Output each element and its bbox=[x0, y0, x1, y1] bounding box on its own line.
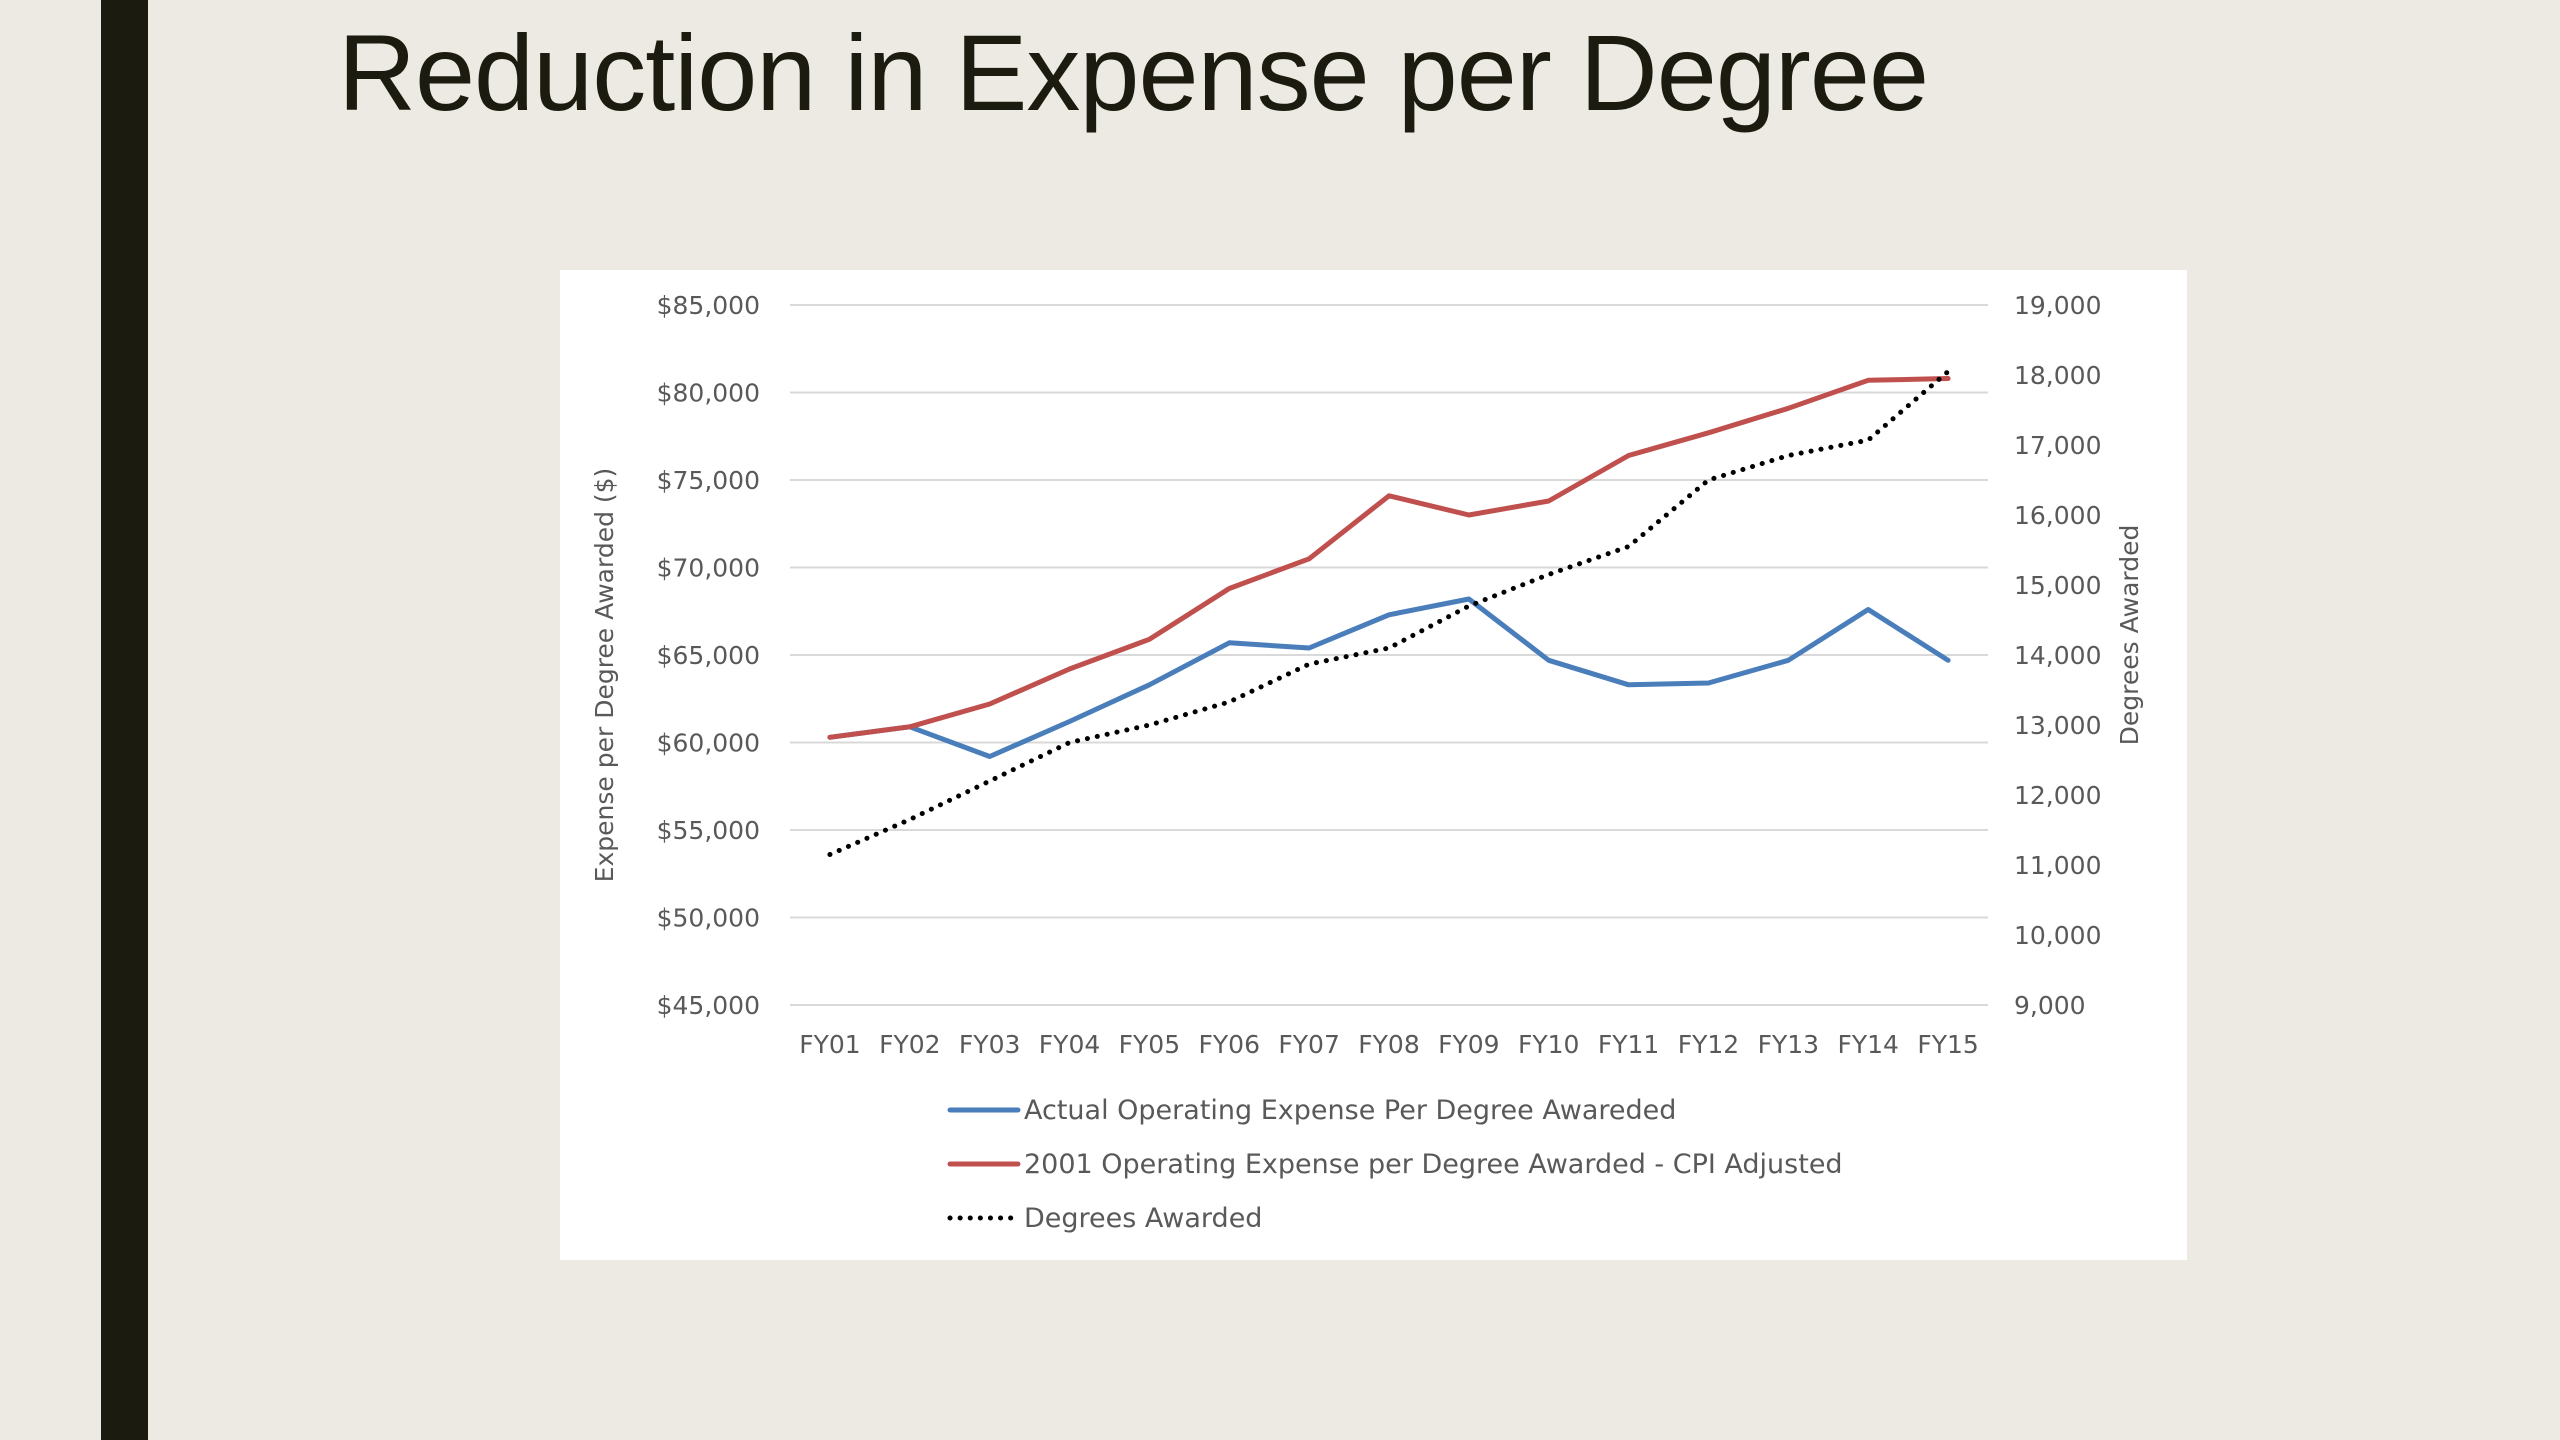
right-tick-label: 16,000 bbox=[2014, 501, 2101, 530]
x-tick-label: FY13 bbox=[1758, 1030, 1819, 1059]
gridlines bbox=[790, 304, 1988, 1006]
right-tick-label: 17,000 bbox=[2014, 431, 2101, 460]
x-tick-label: FY14 bbox=[1837, 1030, 1898, 1059]
slide-title: Reduction in Expense per Degree bbox=[338, 12, 1929, 133]
chart-panel: $45,000 $50,000 $55,000 $60,000 $65,000 $70,0… bbox=[560, 270, 2187, 1260]
legend-item-actual-label: Actual Operating Expense Per Degree Awar… bbox=[1024, 1095, 1676, 1126]
x-tick-label: FY05 bbox=[1119, 1030, 1180, 1059]
left-axis-title: Expense per Degree Awarded ($) bbox=[590, 468, 619, 883]
x-tick-label: FY01 bbox=[799, 1030, 860, 1059]
x-tick-label: FY11 bbox=[1598, 1030, 1659, 1059]
left-tick-label: $85,000 bbox=[657, 291, 760, 320]
right-tick-label: 11,000 bbox=[2014, 851, 2101, 880]
x-tick-label: FY15 bbox=[1917, 1030, 1978, 1059]
left-tick-label: $60,000 bbox=[657, 729, 760, 758]
right-tick-label: 10,000 bbox=[2014, 921, 2101, 950]
x-tick-label: FY10 bbox=[1518, 1030, 1579, 1059]
right-tick-label: 15,000 bbox=[2014, 571, 2101, 600]
x-axis-ticks: FY01 FY02 FY03 FY04 FY05 FY06 FY07 FY08 FY09 FY10… bbox=[799, 1030, 1979, 1059]
right-tick-label: 9,000 bbox=[2014, 991, 2086, 1020]
right-tick-label: 18,000 bbox=[2014, 361, 2101, 390]
x-tick-label: FY07 bbox=[1278, 1030, 1339, 1059]
right-tick-label: 14,000 bbox=[2014, 641, 2101, 670]
actual-expense-line bbox=[827, 596, 1951, 759]
x-tick-label: FY02 bbox=[879, 1030, 940, 1059]
x-tick-label: FY08 bbox=[1358, 1030, 1419, 1059]
x-tick-label: FY12 bbox=[1678, 1030, 1739, 1059]
accent-bar bbox=[101, 0, 148, 1440]
x-tick-label: FY09 bbox=[1438, 1030, 1499, 1059]
right-tick-label: 12,000 bbox=[2014, 781, 2101, 810]
right-axis-ticks: 9,000 10,000 11,000 12,000 13,000 14,000 15,00… bbox=[2014, 291, 2101, 1020]
right-axis-title: Degrees Awarded bbox=[2115, 525, 2144, 746]
legend-item-degrees-label: Degrees Awarded bbox=[1024, 1203, 1262, 1234]
degrees-awarded-line bbox=[827, 369, 1951, 857]
legend: Actual Operating Expense Per Degree Awar… bbox=[947, 1095, 1843, 1234]
left-axis-ticks: $45,000 $50,000 $55,000 $60,000 $65,000 $70,0… bbox=[657, 291, 760, 1020]
x-tick-label: FY06 bbox=[1199, 1030, 1260, 1059]
left-tick-label: $50,000 bbox=[657, 904, 760, 933]
cpi-adjusted-line bbox=[827, 376, 1951, 740]
left-tick-label: $45,000 bbox=[657, 991, 760, 1020]
x-tick-label: FY04 bbox=[1039, 1030, 1100, 1059]
right-tick-label: 19,000 bbox=[2014, 291, 2101, 320]
left-tick-label: $65,000 bbox=[657, 641, 760, 670]
x-tick-label: FY03 bbox=[959, 1030, 1020, 1059]
left-tick-label: $80,000 bbox=[657, 379, 760, 408]
left-tick-label: $70,000 bbox=[657, 554, 760, 583]
right-tick-label: 13,000 bbox=[2014, 711, 2101, 740]
left-tick-label: $55,000 bbox=[657, 816, 760, 845]
series-lines bbox=[827, 369, 1951, 857]
line-chart: $45,000 $50,000 $55,000 $60,000 $65,000 $70,0… bbox=[590, 291, 2144, 1234]
left-tick-label: $75,000 bbox=[657, 466, 760, 495]
legend-item-cpi-label: 2001 Operating Expense per Degree Awarde… bbox=[1024, 1149, 1843, 1180]
